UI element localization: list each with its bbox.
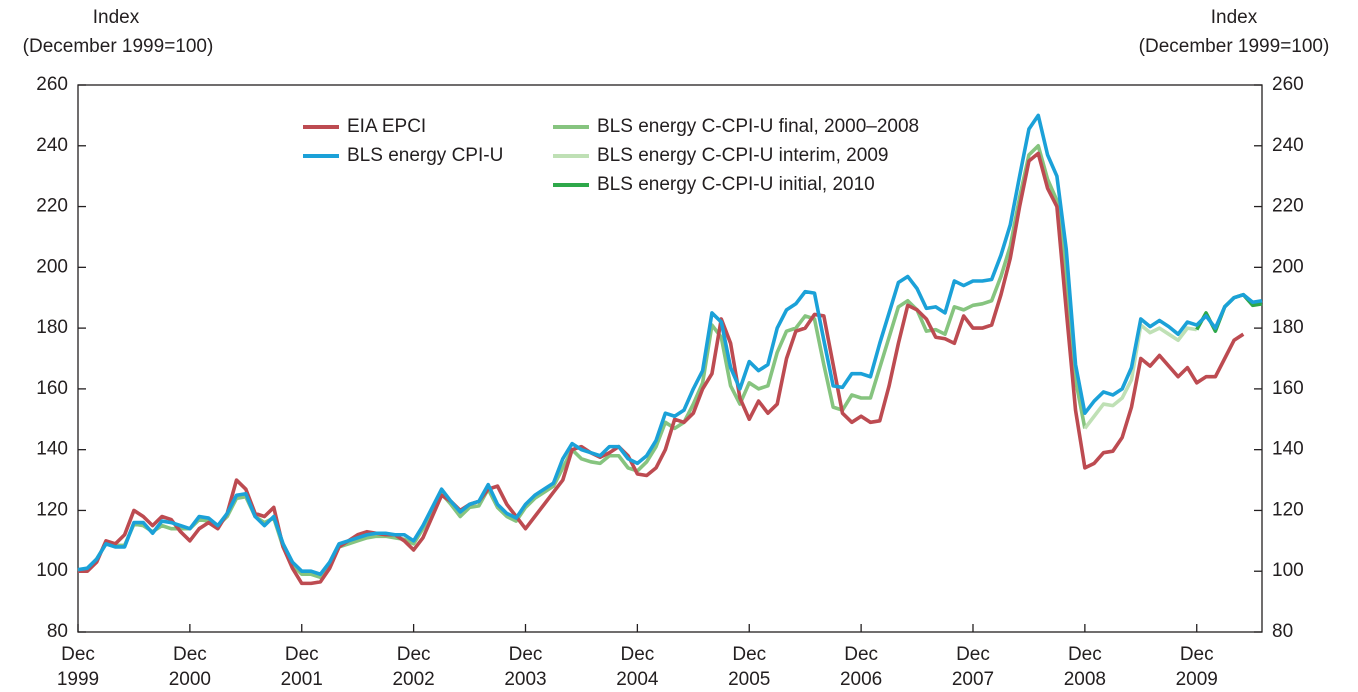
x-tick-label: Dec 2004 [616, 644, 659, 690]
y-tick-label: 100 [36, 560, 68, 581]
y2-tick-label: 140 [1272, 439, 1304, 460]
series-line [78, 151, 1245, 586]
legend-label: BLS energy C-CPI-U final, 2000–2008 [597, 116, 919, 137]
x-tick-label: Dec 2008 [1064, 644, 1106, 690]
y2-tick-label: 80 [1272, 621, 1293, 642]
y2-tick-label: 220 [1272, 196, 1304, 217]
y2-axis-label: Index [1211, 7, 1258, 28]
series-line [77, 113, 1263, 577]
x-tick-label: Dec 2000 [169, 644, 211, 690]
y-tick-label: 260 [36, 74, 68, 95]
x-tick-label: Dec 2007 [952, 644, 994, 690]
y-tick-label: 160 [36, 378, 68, 399]
y2-tick-label: 240 [1272, 135, 1304, 156]
x-tick-label: Dec 2002 [392, 644, 434, 690]
y2-axis-label: (December 1999=100) [1139, 36, 1330, 57]
y2-tick-label: 260 [1272, 74, 1304, 95]
y2-tick-label: 100 [1272, 560, 1304, 581]
x-tick-label: Dec 2003 [504, 644, 546, 690]
y-tick-label: 120 [36, 499, 68, 520]
y-tick-label: 200 [36, 256, 68, 277]
y-axis-label: (December 1999=100) [23, 36, 214, 57]
x-tick-label: Dec 2001 [281, 644, 323, 690]
legend-label: BLS energy C-CPI-U interim, 2009 [597, 145, 888, 166]
y-tick-label: 140 [36, 439, 68, 460]
x-tick-label: Dec 2006 [840, 644, 882, 690]
y-tick-label: 180 [36, 317, 68, 338]
y-axis-label: Index [93, 7, 140, 28]
legend-label: BLS energy CPI-U [347, 145, 503, 166]
plot-frame [77, 84, 1263, 633]
y2-tick-label: 200 [1272, 256, 1304, 277]
y-tick-label: 220 [36, 196, 68, 217]
legend-label: EIA EPCI [347, 116, 426, 137]
y-tick-label: 80 [47, 621, 68, 642]
y2-tick-label: 180 [1272, 317, 1304, 338]
legend-label: BLS energy C-CPI-U initial, 2010 [597, 174, 875, 195]
x-tick-label: Dec 2009 [1176, 644, 1218, 690]
x-tick-label: Dec 2005 [728, 644, 770, 690]
y2-tick-label: 160 [1272, 378, 1304, 399]
y-tick-label: 240 [36, 135, 68, 156]
y2-tick-label: 120 [1272, 499, 1304, 520]
x-tick-label: Dec 1999 [57, 644, 99, 690]
